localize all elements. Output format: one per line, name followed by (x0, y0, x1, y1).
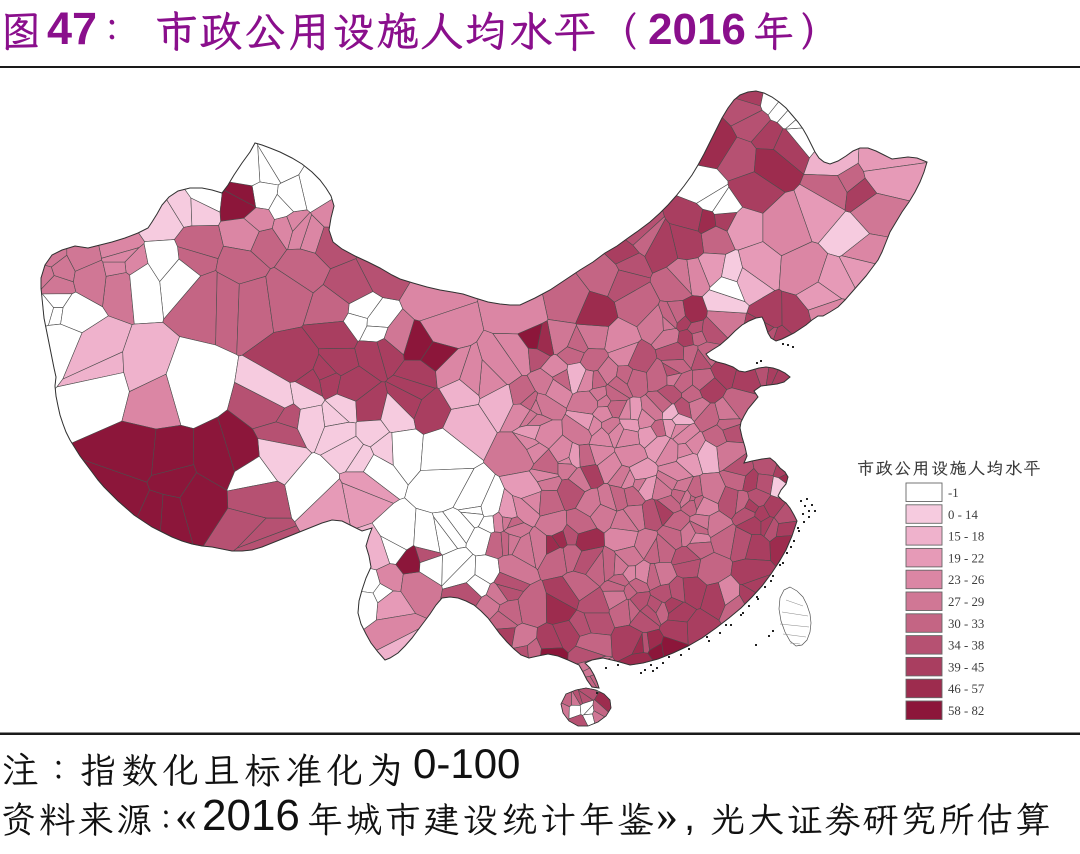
svg-text:,: , (684, 795, 695, 839)
svg-text:34 - 38: 34 - 38 (948, 639, 984, 653)
svg-text:15 - 18: 15 - 18 (948, 530, 984, 544)
svg-text:23 - 26: 23 - 26 (948, 573, 985, 587)
svg-text:39 - 45: 39 - 45 (948, 660, 984, 674)
svg-text:0 - 14: 0 - 14 (948, 508, 978, 522)
svg-text:2016: 2016 (202, 791, 300, 840)
svg-text:47: 47 (47, 3, 97, 54)
svg-text:0-100: 0-100 (413, 740, 520, 787)
svg-text:2016: 2016 (648, 5, 746, 54)
svg-text:27 - 29: 27 - 29 (948, 595, 984, 609)
svg-text:-1: -1 (948, 486, 959, 500)
svg-text:46 - 57: 46 - 57 (948, 682, 985, 696)
svg-text:«: « (175, 791, 197, 840)
svg-text:30 - 33: 30 - 33 (948, 617, 984, 631)
svg-text:»: » (656, 791, 678, 840)
svg-text:58 - 82: 58 - 82 (948, 704, 984, 718)
svg-text:19 - 22: 19 - 22 (948, 551, 984, 565)
